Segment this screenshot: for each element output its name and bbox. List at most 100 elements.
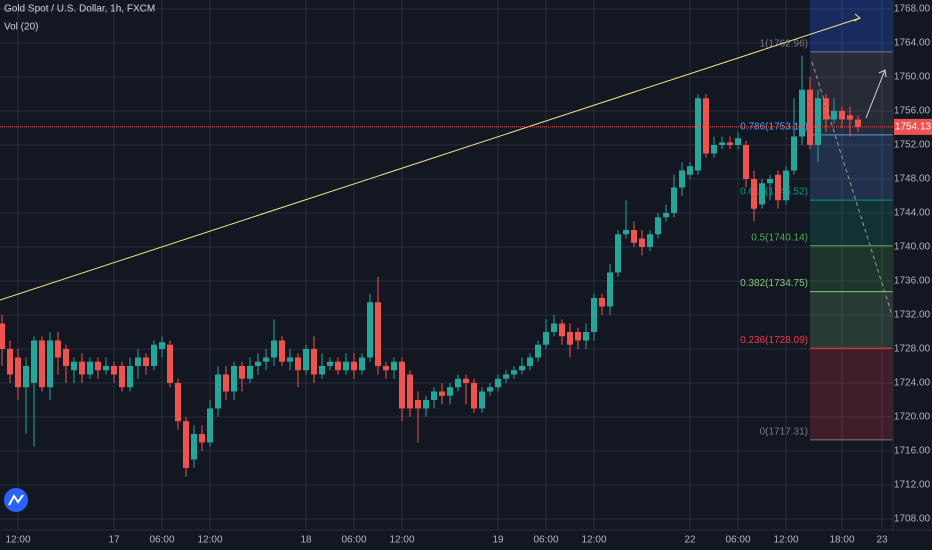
- candle-body: [551, 323, 557, 332]
- candle-body: [679, 170, 685, 188]
- projection-arrow: [865, 69, 886, 119]
- candle-body: [719, 142, 725, 145]
- fib-label: 0.382(1734.75): [740, 278, 808, 289]
- x-tick-label: 06:00: [341, 535, 366, 546]
- x-tick-label: 22: [684, 535, 696, 546]
- fib-label: 1(1762.96): [760, 38, 808, 49]
- x-tick-label: 19: [492, 535, 504, 546]
- candle-body: [167, 344, 173, 383]
- candle-body: [615, 234, 621, 273]
- candle-body: [87, 361, 93, 375]
- candle-body: [127, 365, 133, 388]
- last-price-box: [894, 118, 932, 135]
- candle-body: [503, 374, 509, 379]
- candle-body: [15, 357, 21, 388]
- candle-body: [191, 433, 197, 460]
- candle-body: [79, 361, 85, 375]
- candle-body: [119, 365, 125, 388]
- candle-body: [0, 323, 5, 349]
- candle-body: [263, 357, 269, 362]
- candle-body: [847, 115, 853, 120]
- candle-body: [335, 361, 341, 371]
- candle-body: [135, 357, 141, 366]
- candle-body: [343, 361, 349, 371]
- candle-body: [479, 391, 485, 409]
- candle-body: [327, 361, 333, 366]
- candle-body: [575, 331, 581, 341]
- candle-body: [623, 229, 629, 235]
- candle-body: [671, 187, 677, 213]
- candle-body: [567, 331, 573, 345]
- y-tick-label: 1728.00: [894, 344, 931, 355]
- candle-body: [791, 136, 797, 171]
- candle-body: [255, 361, 261, 366]
- candle-body: [247, 365, 253, 379]
- fib-band: [810, 291, 893, 349]
- candle-body: [143, 357, 149, 366]
- candle-body: [423, 399, 429, 409]
- candle-body: [695, 98, 701, 171]
- fib-band: [810, 200, 893, 246]
- candle-body: [751, 178, 757, 209]
- candle-body: [71, 361, 77, 371]
- fib-label: 0.236(1728.09): [740, 335, 808, 346]
- y-tick-label: 1744.00: [894, 208, 931, 219]
- candle-body: [287, 357, 293, 362]
- x-tick-label: 12:00: [197, 535, 222, 546]
- y-tick-label: 1712.00: [894, 480, 931, 491]
- candle-body: [295, 357, 301, 371]
- candle-body: [663, 212, 669, 218]
- axes: 1708.00 1712.00 1716.00 1720.00 1724.00 1728.…: [0, 4, 932, 546]
- candle-body: [359, 357, 365, 371]
- y-tick-label: 1732.00: [894, 310, 931, 321]
- candle-body: [95, 361, 101, 371]
- y-tick-label: 1708.00: [894, 514, 931, 525]
- candle-body: [55, 340, 61, 358]
- x-tick-label: 12:00: [5, 535, 30, 546]
- candle-body: [807, 89, 813, 145]
- candle-body: [383, 365, 389, 371]
- candle-body: [527, 357, 533, 366]
- logo[interactable]: [4, 488, 28, 512]
- candle-body: [727, 142, 733, 145]
- candle-body: [687, 166, 693, 175]
- candle-body: [655, 217, 661, 235]
- fib-label: 0(1717.31): [760, 426, 808, 437]
- y-tick-label: 1768.00: [894, 4, 931, 15]
- candle-body: [375, 302, 381, 366]
- trend-line: [0, 17, 861, 301]
- candle-body: [319, 365, 325, 375]
- candle-body: [159, 342, 165, 349]
- candle-body: [815, 98, 821, 145]
- y-tick-label: 1748.00: [894, 174, 931, 185]
- arrow-head: [878, 69, 887, 78]
- candle-body: [511, 370, 517, 375]
- candle-body: [39, 340, 45, 388]
- candle-body: [519, 365, 525, 371]
- candle-body: [487, 387, 493, 392]
- candle-body: [495, 378, 501, 388]
- candle-body: [767, 178, 773, 184]
- candle-body: [103, 365, 109, 371]
- candle-body: [839, 110, 845, 120]
- x-tick-label: 12:00: [389, 535, 414, 546]
- candle-body: [239, 365, 245, 379]
- position-box: [810, 0, 893, 52]
- fib-retracement: 1(1762.96)0.786(1753.19)0.618(1745.52)0.…: [740, 38, 893, 441]
- candle-body: [231, 365, 237, 392]
- fib-band: [810, 51, 893, 135]
- fib-band: [810, 245, 893, 292]
- candle-body: [823, 98, 829, 120]
- x-tick-label: 06:00: [149, 535, 174, 546]
- candle-body: [391, 361, 397, 371]
- candle-body: [407, 374, 413, 409]
- y-tick-label: 1740.00: [894, 242, 931, 253]
- candle-body: [431, 391, 437, 400]
- candle-body: [311, 348, 317, 375]
- candle-body: [207, 408, 213, 443]
- candle-body: [447, 387, 453, 396]
- candle-body: [439, 391, 445, 396]
- projection-line: [811, 61, 894, 319]
- volume-label: Vol (20): [4, 22, 38, 33]
